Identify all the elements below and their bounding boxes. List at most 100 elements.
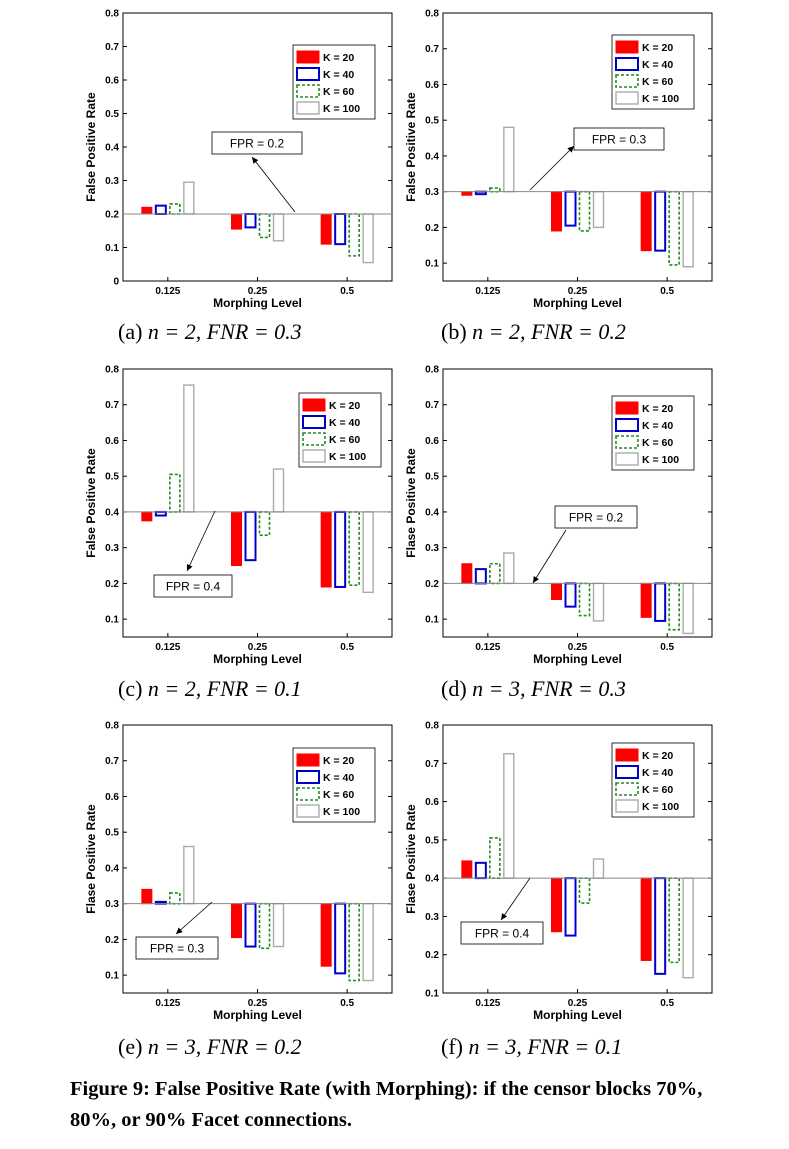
legend-label-k-20: K = 20 <box>642 403 673 415</box>
bar-k-40-0-25 <box>244 902 257 948</box>
legend-label-k-100: K = 100 <box>642 93 679 105</box>
legend-swatch-k-40 <box>302 415 326 429</box>
y-tick-label: 0.2 <box>105 210 119 221</box>
y-tick-label: 0.6 <box>105 76 119 87</box>
bar-k-20-0-25 <box>551 191 562 232</box>
x-tick-label: 0.5 <box>660 286 674 297</box>
bar-k-60-0-25 <box>258 511 271 536</box>
bar-k-60-0-25 <box>578 877 591 904</box>
x-axis-label: Morphing Level <box>533 296 622 310</box>
bar-k-100-0-25 <box>272 468 285 513</box>
legend <box>292 44 376 120</box>
bar-k-60-0-25 <box>258 213 271 239</box>
x-axis-label: Morphing Level <box>213 652 302 666</box>
annotation-arrowhead <box>176 927 183 934</box>
y-tick-label: 0.3 <box>425 543 439 554</box>
legend-label-k-40: K = 40 <box>323 69 354 81</box>
bar-k-60-0-5 <box>668 190 680 266</box>
caption-c: (c) n = 2, FNR = 0.1 <box>118 676 302 701</box>
y-tick-label: 0.1 <box>425 615 439 626</box>
caption-d: (d) n = 3, FNR = 0.3 <box>441 676 626 701</box>
annotation-arrowhead <box>501 913 508 920</box>
legend-swatch-k-100 <box>296 804 320 818</box>
legend-swatch-k-60 <box>302 432 326 446</box>
annotation-arrow <box>500 877 531 921</box>
y-tick-label: 0.7 <box>105 400 119 411</box>
annotation-label: FPR = 0.3 <box>150 942 205 956</box>
bar-k-60-0-5 <box>348 902 360 982</box>
plot-area-f <box>442 724 713 994</box>
legend <box>292 747 376 823</box>
legend-swatch-k-60 <box>615 782 639 796</box>
bar-k-20-0-25 <box>551 877 562 933</box>
bar-k-20-0-125 <box>461 860 473 879</box>
y-tick-label: 0.3 <box>105 899 119 910</box>
y-tick-label: 0.7 <box>425 44 439 55</box>
y-tick-label: 0.4 <box>105 863 119 874</box>
y-tick-label: 0.2 <box>105 579 119 590</box>
annotation-box <box>573 127 665 151</box>
bar-k-100-0-25 <box>272 902 285 948</box>
x-tick-label: 0.25 <box>248 642 268 653</box>
y-tick-label: 0.1 <box>105 243 119 254</box>
y-tick-label: 0.4 <box>425 874 439 885</box>
legend-label-k-20: K = 20 <box>323 52 354 64</box>
bar-k-20-0-25 <box>231 213 242 230</box>
legend <box>611 34 695 110</box>
bar-k-100-0-25 <box>592 190 605 229</box>
legend-swatch-k-40 <box>615 57 639 71</box>
legend-label-k-100: K = 100 <box>329 451 366 463</box>
y-tick-label: 0.4 <box>105 507 119 518</box>
annotation-arrow <box>532 529 567 584</box>
x-tick-label: 0.5 <box>660 998 674 1009</box>
x-axis-label: Morphing Level <box>533 1008 622 1022</box>
bar-k-60-0-25 <box>258 902 271 950</box>
bar-k-20-0-25 <box>551 582 562 600</box>
x-tick-label: 0.25 <box>568 642 588 653</box>
bar-k-60-0-125 <box>169 203 181 215</box>
bar-k-40-0-125 <box>474 190 487 196</box>
annotation-arrow <box>186 510 216 572</box>
bar-k-60-0-125 <box>169 892 181 905</box>
annotation-arrow <box>529 145 575 191</box>
bar-k-40-0-25 <box>244 510 257 562</box>
plot-area-d <box>442 368 713 638</box>
y-tick-label: 0.6 <box>425 436 439 447</box>
bar-k-40-0-25 <box>564 877 577 937</box>
bar-k-100-0-25 <box>592 858 605 879</box>
y-tick-label: 0.8 <box>425 721 439 732</box>
plot-area-e <box>122 724 393 994</box>
legend-label-k-20: K = 20 <box>323 755 354 767</box>
bar-k-40-0-5 <box>654 877 667 975</box>
annotation-arrowhead <box>533 576 539 583</box>
bar-k-40-0-25 <box>244 213 257 229</box>
annotation-box <box>153 574 233 598</box>
bar-k-100-0-5 <box>682 877 694 979</box>
x-tick-label: 0.25 <box>568 286 588 297</box>
legend-swatch-k-40 <box>615 418 639 432</box>
x-tick-label: 0.25 <box>248 286 268 297</box>
bar-k-100-0-5 <box>362 213 374 264</box>
x-tick-label: 0.125 <box>475 998 500 1009</box>
y-tick-label: 0.1 <box>425 989 439 1000</box>
annotation-arrowhead <box>252 157 259 164</box>
bar-k-40-0-125 <box>474 861 487 880</box>
y-tick-label: 0.5 <box>425 835 439 846</box>
bar-k-100-0-5 <box>682 190 694 268</box>
legend-swatch-k-20 <box>302 398 326 412</box>
bar-k-40-0-5 <box>334 902 347 975</box>
y-tick-label: 0.3 <box>105 543 119 554</box>
bar-k-20-0-125 <box>461 191 473 196</box>
y-tick-label: 0.8 <box>105 9 119 20</box>
y-tick-label: 0.2 <box>425 223 439 234</box>
legend <box>298 392 382 468</box>
y-axis-label: False Positive Rate <box>404 92 418 202</box>
y-axis-label: Flase Positive Rate <box>404 448 418 558</box>
bar-k-100-0-5 <box>362 511 374 594</box>
bar-k-100-0-125 <box>503 552 515 585</box>
y-axis-label: False Positive Rate <box>84 448 98 558</box>
legend-label-k-40: K = 40 <box>642 420 673 432</box>
y-axis-label: False Positive Rate <box>84 92 98 202</box>
